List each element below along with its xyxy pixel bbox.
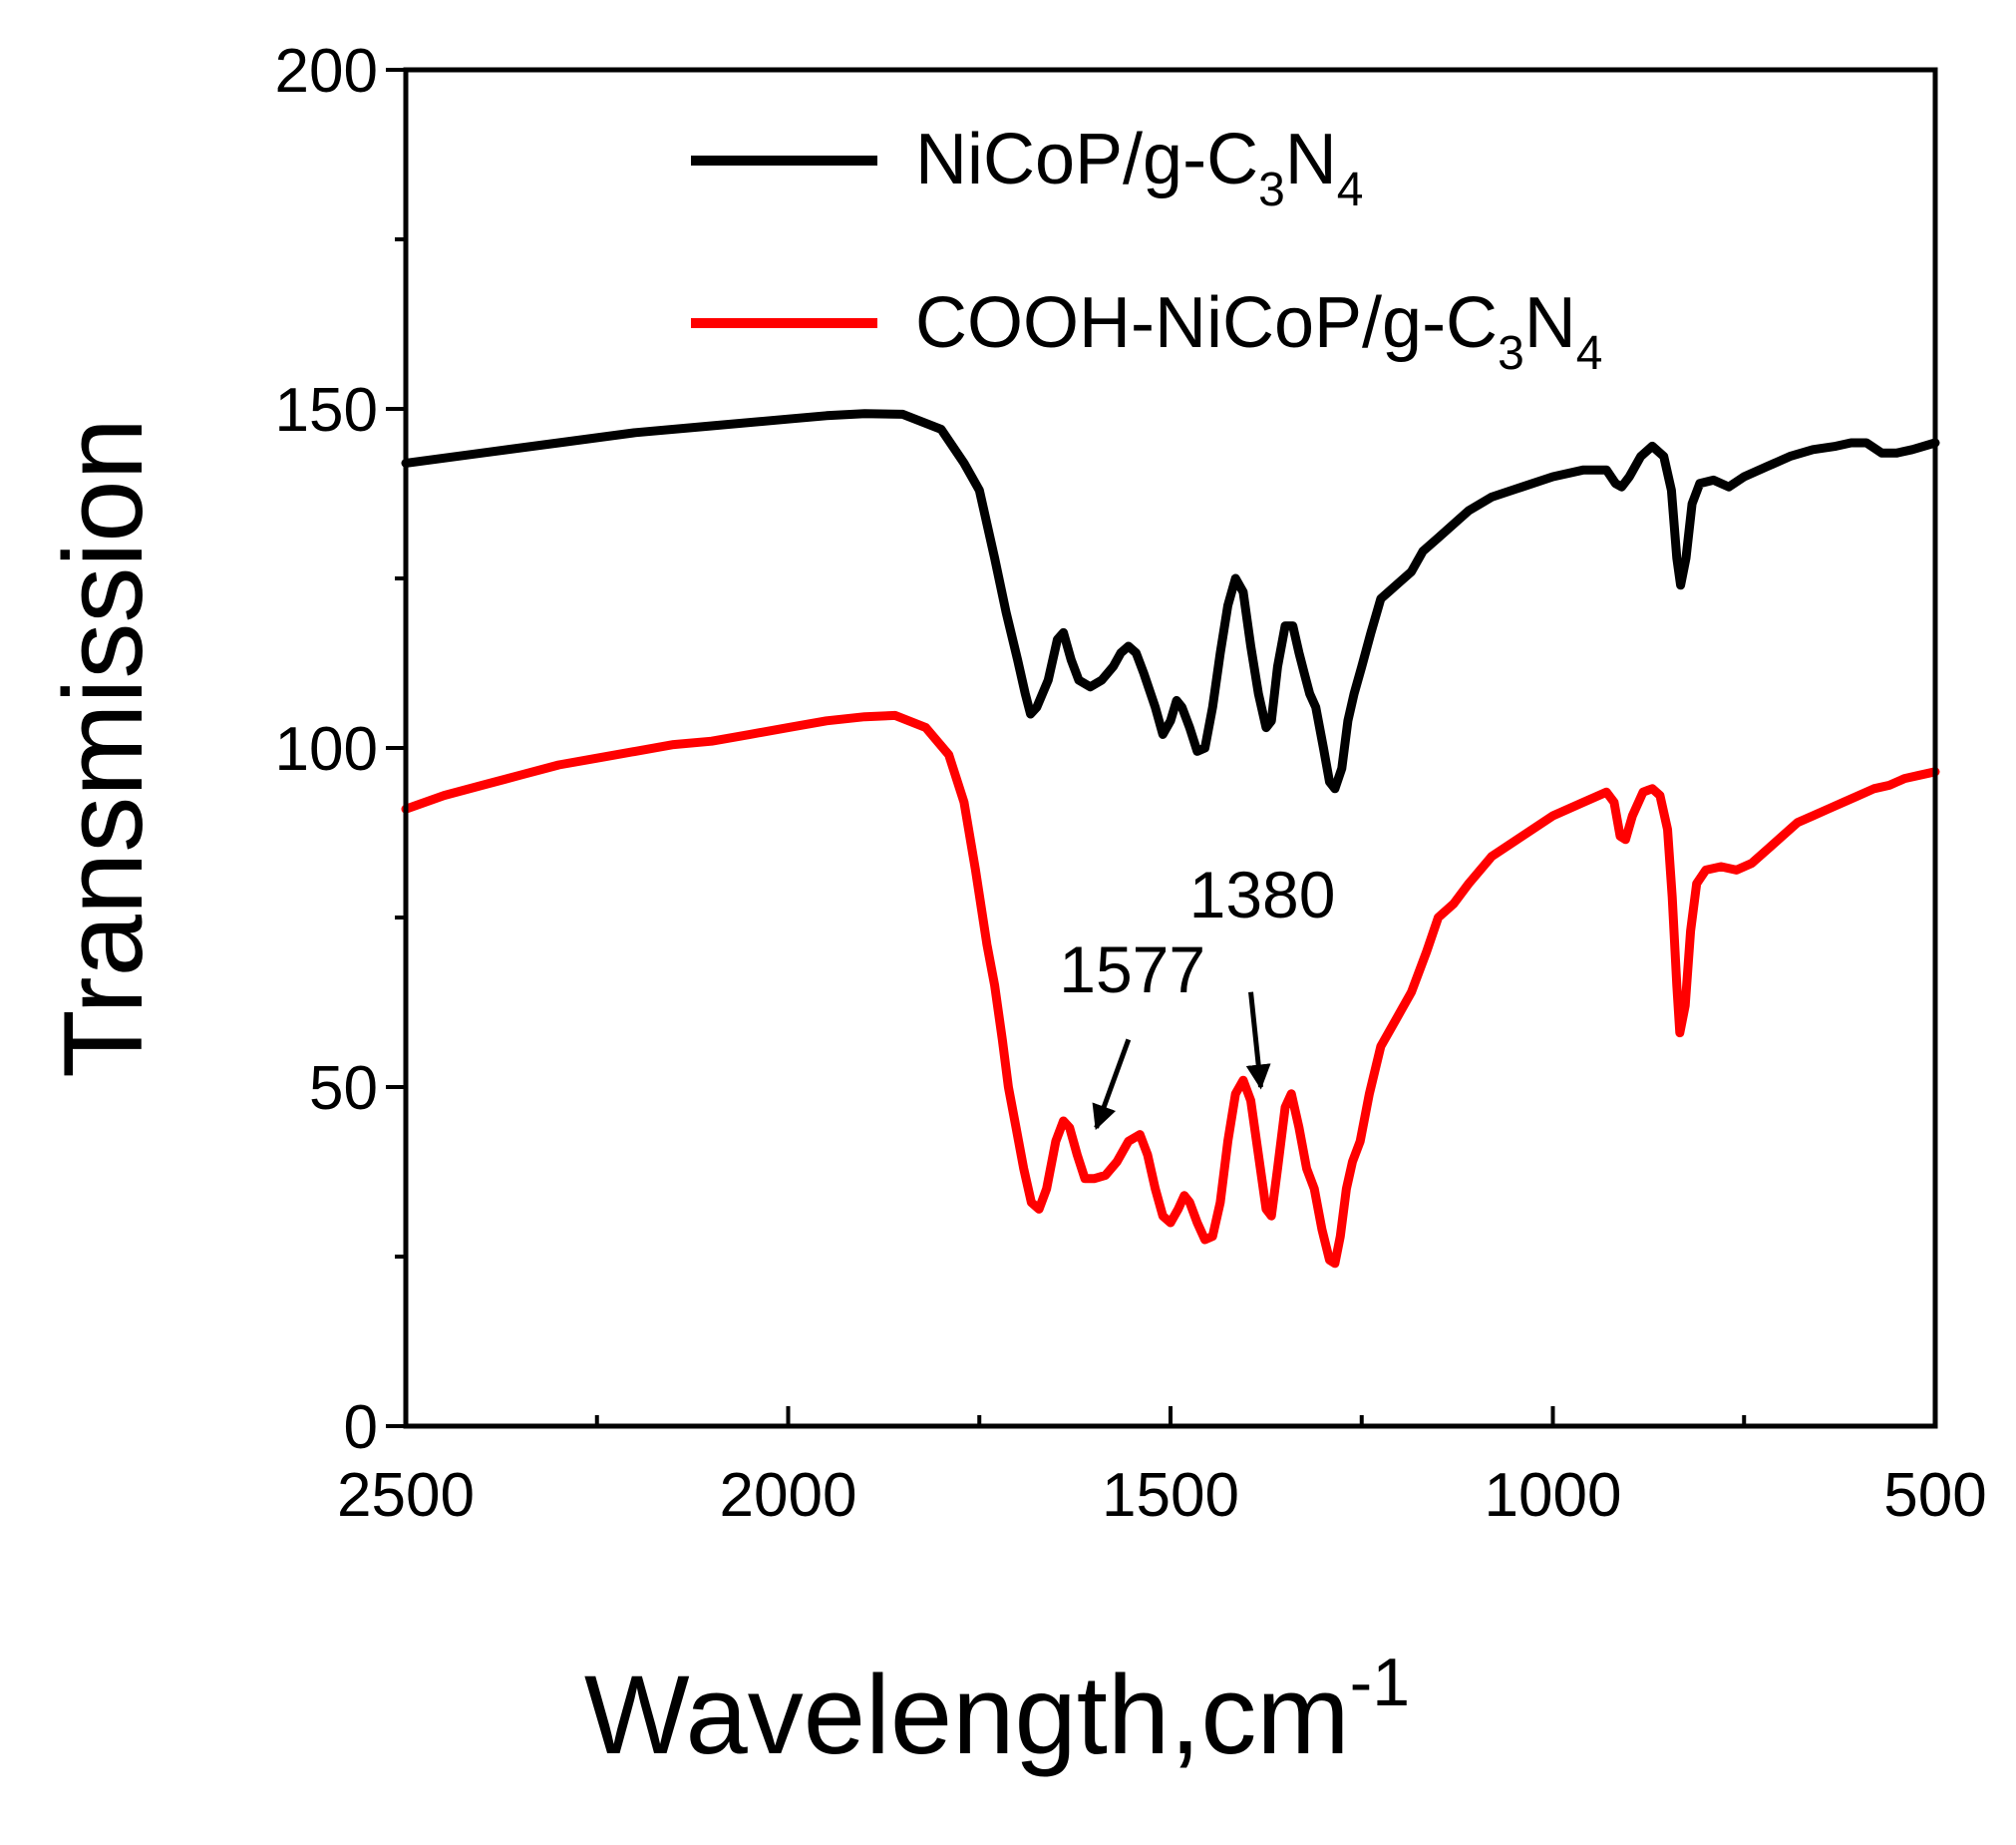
y-axis-title: Transmission (41, 418, 166, 1078)
series-line-0 (401, 409, 1940, 794)
x-tick-label: 1000 (1485, 1461, 1622, 1530)
annotation-label: 1577 (1059, 932, 1205, 1006)
x-tick-label: 2000 (720, 1461, 857, 1530)
y-tick-label: 150 (275, 376, 378, 445)
x-axis-ticks: 2500 2000 1500 1000 500 (337, 1406, 1987, 1530)
x-tick-label: 500 (1883, 1461, 1986, 1530)
x-tick-label: 2500 (337, 1461, 475, 1530)
x-tick-label: 1500 (1102, 1461, 1239, 1530)
annotation-arrow (1092, 1038, 1132, 1131)
x-axis-title-main: Wavelength,cm (584, 1653, 1350, 1777)
series-line-1 (401, 710, 1940, 1269)
annotation-label: 1380 (1189, 858, 1336, 931)
legend-label-nicop: NiCoP/g-C3N4 (915, 120, 1363, 216)
y-tick-label: 200 (275, 37, 378, 106)
y-axis-ticks: 0 50 100 150 200 (275, 37, 406, 1462)
y-tick-label: 50 (309, 1054, 378, 1123)
legend: NiCoP/g-C3N4 COOH-NiCoP/g-C3N4 (691, 120, 1602, 380)
x-axis-title-superscript: -1 (1350, 1645, 1410, 1720)
series-layer (401, 409, 1940, 1269)
legend-label-cooh-nicop: COOH-NiCoP/g-C3N4 (915, 283, 1602, 380)
y-tick-label: 100 (275, 715, 378, 784)
x-axis-title: Wavelength,cm-1 (584, 1645, 1410, 1777)
y-tick-label: 0 (344, 1393, 378, 1462)
annotation-arrow (1245, 991, 1271, 1090)
